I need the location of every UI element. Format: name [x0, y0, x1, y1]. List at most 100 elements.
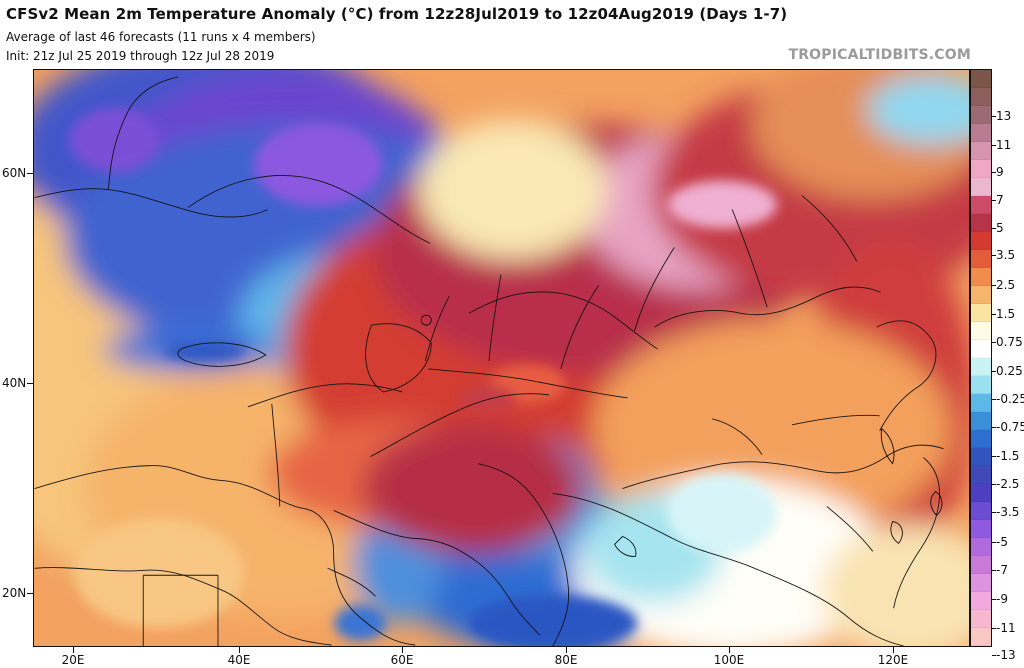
colorbar-swatch: [971, 232, 991, 250]
temperature-anomaly-map: [33, 69, 970, 647]
colorbar-tick: [992, 599, 996, 600]
colorbar-tick: [992, 628, 996, 629]
colorbar-label: 3.5: [996, 248, 1016, 262]
lat-tick-40n: [27, 383, 33, 384]
colorbar-swatch: [971, 340, 991, 358]
colorbar-label: -0.75: [996, 420, 1024, 434]
colorbar-swatch: [971, 592, 991, 610]
colorbar-label: -3.5: [996, 505, 1020, 519]
lat-label-20n: 20N: [2, 586, 27, 600]
lon-tick-60e: [402, 647, 403, 653]
colorbar-swatch: [971, 484, 991, 502]
colorbar-label: -13: [996, 648, 1016, 662]
coastlines-borders: [34, 76, 944, 646]
colorbar-tick: [992, 570, 996, 571]
lon-label-80e: 80E: [554, 653, 578, 667]
colorbar-swatch: [971, 214, 991, 232]
colorbar-tick: [992, 116, 996, 117]
colorbar-swatch: [971, 628, 991, 646]
lon-label-120e: 120E: [877, 653, 909, 667]
colorbar-tick: [992, 200, 996, 201]
map-canvas: [34, 70, 969, 646]
colorbar-label: 9: [996, 165, 1004, 179]
colorbar-tick: [992, 342, 996, 343]
lon-label-40e: 40E: [227, 653, 251, 667]
colorbar-tick: [992, 456, 996, 457]
colorbar-swatch: [971, 376, 991, 394]
chart-title: CFSv2 Mean 2m Temperature Anomaly (°C) f…: [6, 5, 788, 23]
init-time-note: Init: 21z Jul 25 2019 through 12z Jul 28…: [6, 49, 275, 63]
colorbar-swatch: [971, 304, 991, 322]
colorbar-label: -1.5: [996, 449, 1020, 463]
colorbar-label: 7: [996, 193, 1004, 207]
colorbar-label: 1.5: [996, 307, 1016, 321]
colorbar-swatch: [971, 574, 991, 592]
colorbar-swatch: [971, 610, 991, 628]
anomaly-field: [34, 70, 969, 646]
colorbar-tick: [992, 255, 996, 256]
colorbar-swatch: [971, 106, 991, 124]
colorbar-swatch: [971, 178, 991, 196]
colorbar-swatch: [971, 520, 991, 538]
anomaly-detail: [69, 107, 778, 646]
lon-tick-40e: [239, 647, 240, 653]
colorbar-tick: [992, 314, 996, 315]
colorbar-label: 0.75: [996, 335, 1023, 349]
colorbar-swatch: [971, 286, 991, 304]
colorbar-tick: [992, 228, 996, 229]
lon-tick-80e: [566, 647, 567, 653]
colorbar-tick: [992, 512, 996, 513]
colorbar-label: 2.5: [996, 278, 1016, 292]
lon-tick-100e: [729, 647, 730, 653]
colorbar-tick: [992, 655, 996, 656]
colorbar-label: -7: [996, 563, 1008, 577]
lon-label-100e: 100E: [713, 653, 745, 667]
lat-tick-60n: [27, 173, 33, 174]
colorbar-swatch: [971, 160, 991, 178]
colorbar-label: -5: [996, 535, 1008, 549]
colorbar-swatch: [971, 250, 991, 268]
lon-label-20e: 20E: [61, 653, 85, 667]
colorbar-swatch: [971, 448, 991, 466]
colorbar-swatch: [971, 502, 991, 520]
site-watermark: TROPICALTIDBITS.COM: [788, 47, 971, 63]
lon-tick-120e: [893, 647, 894, 653]
colorbar-tick: [992, 399, 996, 400]
colorbar-label: -0.25: [996, 392, 1024, 406]
colorbar-tick: [992, 484, 996, 485]
lon-label-60e: 60E: [390, 653, 414, 667]
colorbar-label: -9: [996, 592, 1008, 606]
lat-tick-20n: [27, 593, 33, 594]
colorbar-swatch: [971, 430, 991, 448]
colorbar-swatch: [971, 124, 991, 142]
colorbar-tick: [992, 285, 996, 286]
colorbar-swatch: [971, 268, 991, 286]
colorbar-label: -2.5: [996, 477, 1020, 491]
colorbar-tick: [992, 542, 996, 543]
lon-tick-20e: [73, 647, 74, 653]
colorbar-swatch: [971, 142, 991, 160]
colorbar-swatch: [971, 412, 991, 430]
lat-label-40n: 40N: [2, 376, 27, 390]
colorbar-label: 5: [996, 221, 1004, 235]
colorbar-label: 13: [996, 109, 1012, 123]
colorbar-swatch: [971, 358, 991, 376]
colorbar-tick: [992, 172, 996, 173]
islands-lakes: [420, 314, 943, 557]
colorbar-swatch: [971, 394, 991, 412]
colorbar-swatch: [971, 538, 991, 556]
colorbar-tick: [992, 145, 996, 146]
colorbar-tick: [992, 371, 996, 372]
colorbar-swatch: [971, 196, 991, 214]
colorbar-label: 0.25: [996, 364, 1023, 378]
colorbar-swatch: [971, 322, 991, 340]
colorbar-label: -11: [996, 621, 1016, 635]
colorbar-swatch: [971, 556, 991, 574]
colorbar-swatch: [971, 70, 991, 88]
colorbar-label: 11: [996, 138, 1012, 152]
temperature-colorbar: [970, 69, 992, 647]
colorbar-swatch: [971, 88, 991, 106]
colorbar-swatch: [971, 466, 991, 484]
colorbar-tick: [992, 427, 996, 428]
